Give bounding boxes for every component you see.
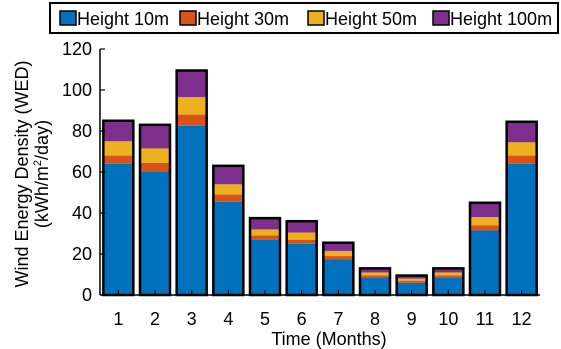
bar-month-10-series-4 xyxy=(433,268,464,273)
y-tick-label: 20 xyxy=(72,244,92,264)
bar-month-10-series-1 xyxy=(433,277,464,295)
y-tick-label: 120 xyxy=(62,39,92,59)
bar-month-2-series-4 xyxy=(140,124,170,149)
bar-month-2-series-3 xyxy=(140,148,170,163)
x-tick-label: 4 xyxy=(223,309,233,329)
bar-month-7-series-4 xyxy=(323,242,354,251)
y-axis-label-unit-pre: (kWh/m xyxy=(32,166,52,228)
x-tick-label: 9 xyxy=(407,309,417,329)
legend-swatch-4 xyxy=(432,10,450,26)
bar-month-5-series-2 xyxy=(250,235,280,240)
bar-month-6-series-4 xyxy=(286,221,317,233)
bar-month-3-series-2 xyxy=(176,114,207,126)
bar-month-12-series-4 xyxy=(506,121,537,143)
bar-month-9-series-2 xyxy=(396,280,427,283)
y-tick-label: 60 xyxy=(72,162,92,182)
x-tick-label: 8 xyxy=(370,309,380,329)
bar-month-9-series-4 xyxy=(396,275,427,279)
bar-month-3-series-3 xyxy=(176,97,207,115)
legend-label-1: Height 10m xyxy=(77,9,169,29)
bar-month-1-series-1 xyxy=(103,163,134,295)
bar-month-9-series-1 xyxy=(396,282,427,295)
bar-month-6-series-3 xyxy=(286,232,317,240)
bar-month-1-series-4 xyxy=(103,120,134,142)
legend-swatch-1 xyxy=(59,10,77,26)
legend-swatch-3 xyxy=(307,10,325,26)
y-tick-label: 80 xyxy=(72,121,92,141)
bar-month-2-series-2 xyxy=(140,162,170,172)
bar-month-4-series-1 xyxy=(213,201,244,295)
bar-month-4-series-3 xyxy=(213,184,244,195)
y-tick-label: 100 xyxy=(62,80,92,100)
y-axis-label: Wind Energy Density (WED) (kWh/m2/day) xyxy=(12,60,52,287)
bar-month-2-series-1 xyxy=(140,172,170,295)
x-tick-label: 2 xyxy=(150,309,160,329)
y-axis-label-unit-sup: 2 xyxy=(32,160,44,166)
bar-month-7-series-1 xyxy=(323,259,354,295)
y-axis-label-line2: (kWh/m2/day) xyxy=(32,120,52,228)
y-axis-label-unit-post: /day) xyxy=(32,120,52,160)
y-axis-label-line1: Wind Energy Density (WED) xyxy=(12,60,32,287)
bar-month-11-series-3 xyxy=(470,217,500,226)
x-tick-label: 7 xyxy=(333,309,343,329)
bar-month-9-series-3 xyxy=(396,278,427,281)
x-tick-label: 12 xyxy=(512,309,532,329)
bar-month-8-series-3 xyxy=(360,272,390,276)
bar-month-3-series-1 xyxy=(176,125,207,295)
x-tick-label: 6 xyxy=(297,309,307,329)
bar-month-7-series-3 xyxy=(323,250,354,257)
bar-month-11-series-2 xyxy=(470,225,500,231)
bar-month-7-series-2 xyxy=(323,256,354,260)
bar-month-12-series-1 xyxy=(506,163,537,295)
x-tick-label: 1 xyxy=(113,309,123,329)
legend-box xyxy=(49,2,559,34)
x-tick-label: 10 xyxy=(438,309,458,329)
bar-month-12-series-3 xyxy=(506,142,537,156)
bar-month-6-series-2 xyxy=(286,239,317,244)
bar-month-5-series-4 xyxy=(250,218,280,230)
bar-month-3-series-4 xyxy=(176,70,207,98)
x-axis: 1 2 3 4 5 6 7 8 9 10 11 12 xyxy=(100,290,540,329)
x-tick-label: 11 xyxy=(476,309,495,329)
bar-month-8-series-4 xyxy=(360,268,390,273)
bars-group xyxy=(102,69,538,297)
bar-month-5-series-1 xyxy=(250,239,280,295)
bar-month-5-series-3 xyxy=(250,229,280,236)
x-axis-label: Time (Months) xyxy=(271,329,386,349)
bar-month-11-series-4 xyxy=(470,202,500,218)
y-axis: 0 20 40 60 80 100 120 xyxy=(62,39,105,305)
legend-label-3: Height 50m xyxy=(325,9,417,29)
bar-month-6-series-1 xyxy=(286,243,317,295)
bar-month-11-series-1 xyxy=(470,230,500,295)
bar-month-10-series-2 xyxy=(433,275,464,278)
bar-month-4-series-2 xyxy=(213,194,244,202)
bar-month-1-series-2 xyxy=(103,155,134,164)
bar-month-10-series-3 xyxy=(433,272,464,276)
legend-label-2: Height 30m xyxy=(197,9,289,29)
x-tick-label: 5 xyxy=(260,309,270,329)
bar-month-1-series-3 xyxy=(103,141,134,156)
bar-month-8-series-2 xyxy=(360,275,390,278)
y-tick-label: 0 xyxy=(82,285,92,305)
bar-month-12-series-2 xyxy=(506,155,537,164)
bar-month-4-series-4 xyxy=(213,165,244,185)
legend: Height 10m Height 30m Height 50m Height 100… xyxy=(49,2,559,34)
legend-label-4: Height 100m xyxy=(450,9,552,29)
legend-swatch-2 xyxy=(179,10,197,26)
bar-month-8-series-1 xyxy=(360,277,390,295)
x-tick-label: 3 xyxy=(187,309,197,329)
y-tick-label: 40 xyxy=(72,203,92,223)
